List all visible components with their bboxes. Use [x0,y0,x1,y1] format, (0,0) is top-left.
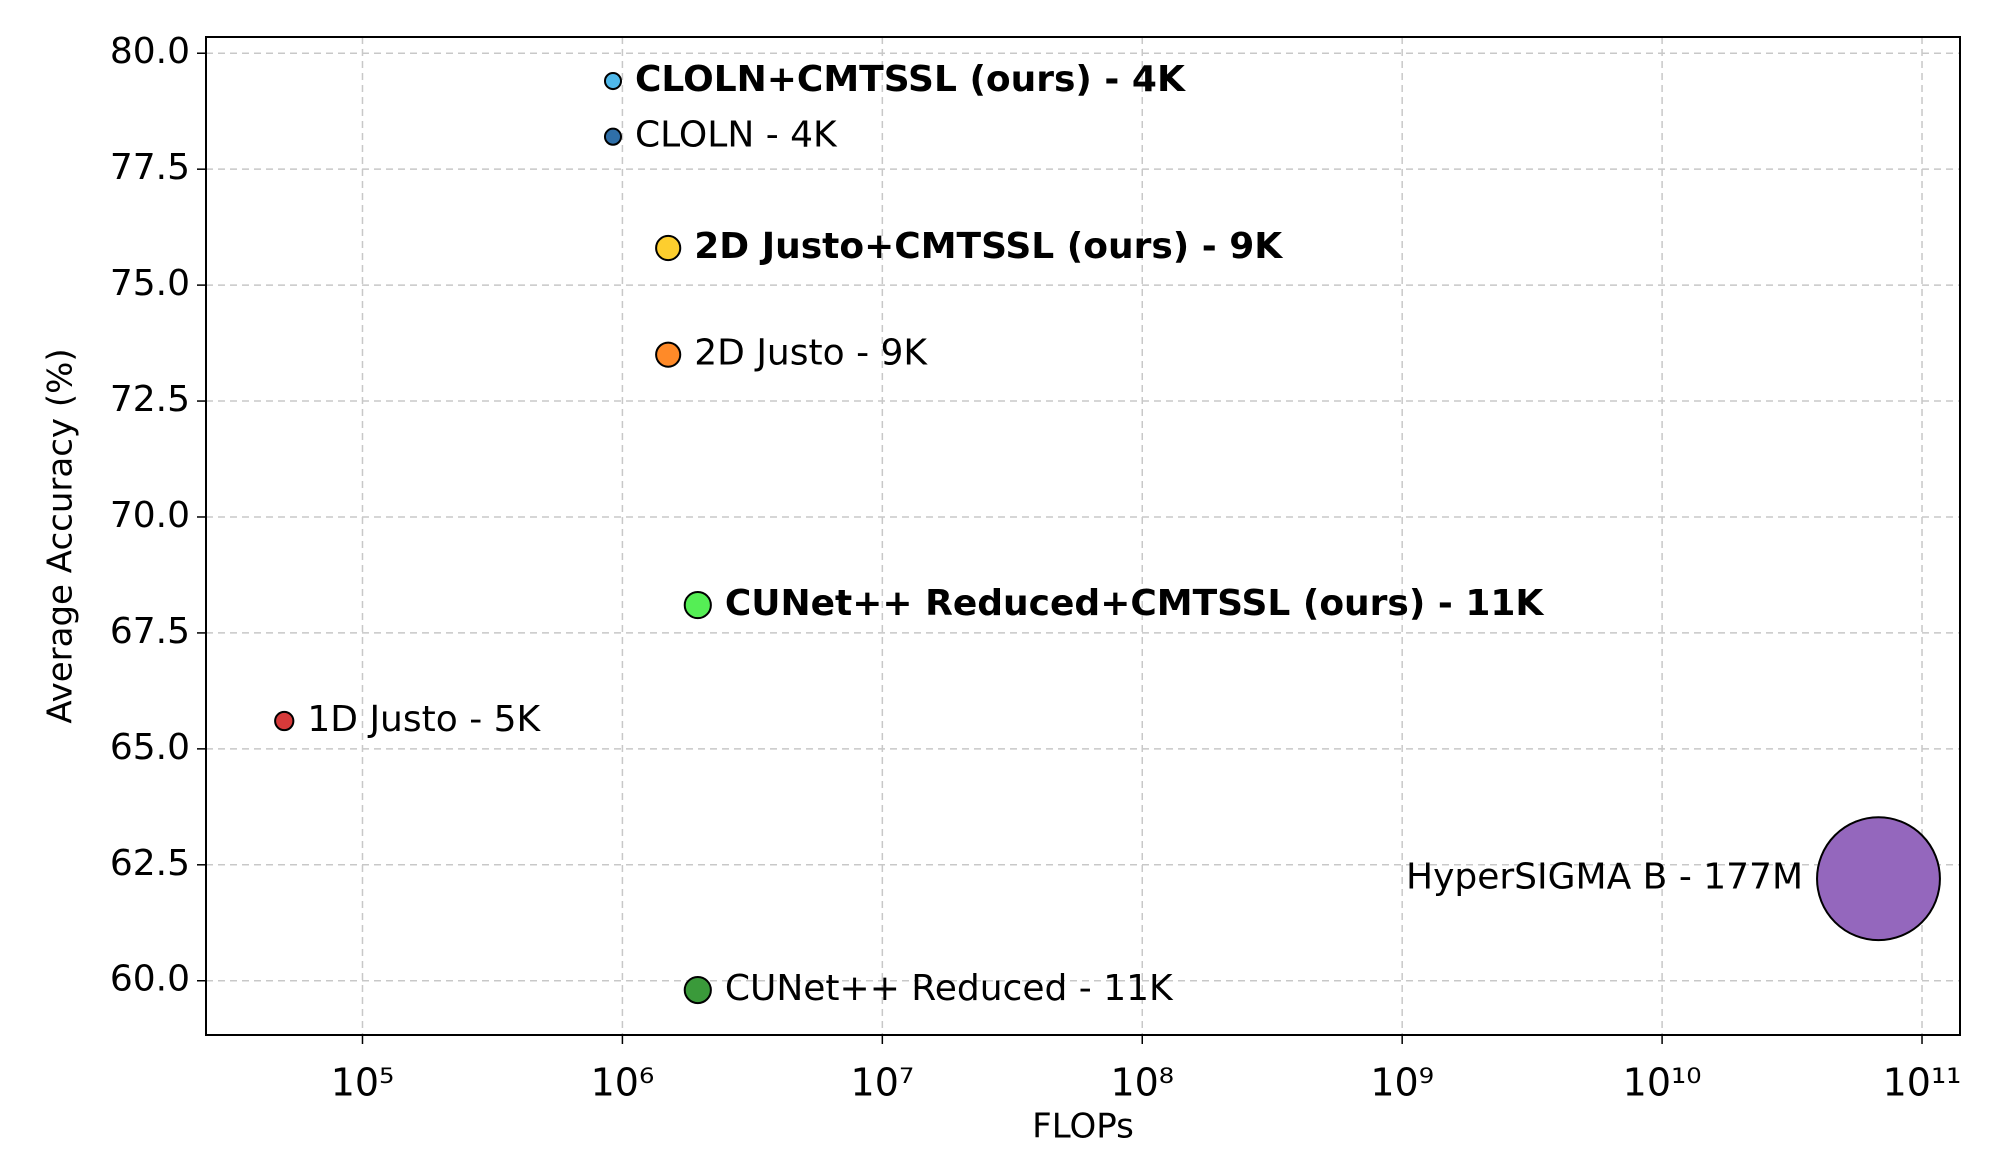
y-tick-label: 62.5 [110,843,190,884]
point-label: HyperSIGMA B - 177M [1406,857,1803,898]
y-tick-label: 60.0 [110,959,190,1000]
bubble [603,72,623,91]
point-label: CLOLN - 4K [635,115,838,156]
y-tick-label: 65.0 [110,727,190,768]
y-tick-label: 77.5 [110,147,190,188]
x-tick-label: 10⁶ [591,1061,655,1105]
bubble [603,127,623,146]
point-label: CLOLN+CMTSSL (ours) - 4K [635,59,1186,100]
x-tick-label: 10⁸ [1110,1061,1174,1105]
point-label: CUNet++ Reduced+CMTSSL (ours) - 11K [725,583,1545,624]
bubble [655,234,682,262]
x-tick-label: 10¹⁰ [1623,1061,1702,1105]
point-label: 1D Justo - 5K [307,699,541,740]
bubble [1816,816,1941,942]
x-tick-label: 10¹¹ [1883,1061,1962,1105]
y-tick-label: 80.0 [110,31,190,72]
bubble [683,975,712,1005]
plot-frame [205,36,1961,1036]
y-tick-label: 70.0 [110,495,190,536]
bubble [655,341,682,368]
x-axis-title: FLOPs [1032,1107,1134,1147]
y-axis-title: Average Accuracy (%) [41,348,81,723]
point-label: 2D Justo+CMTSSL (ours) - 9K [694,226,1283,267]
bubble [274,710,295,732]
y-tick-label: 67.5 [110,611,190,652]
bubble [683,591,712,620]
x-tick-label: 10⁹ [1370,1061,1434,1105]
y-tick-label: 75.0 [110,263,190,304]
x-tick-label: 10⁵ [331,1061,395,1105]
x-tick-label: 10⁷ [851,1061,915,1105]
point-label: CUNet++ Reduced - 11K [725,968,1174,1009]
y-tick-label: 72.5 [110,379,190,420]
point-label: 2D Justo - 9K [694,333,928,374]
